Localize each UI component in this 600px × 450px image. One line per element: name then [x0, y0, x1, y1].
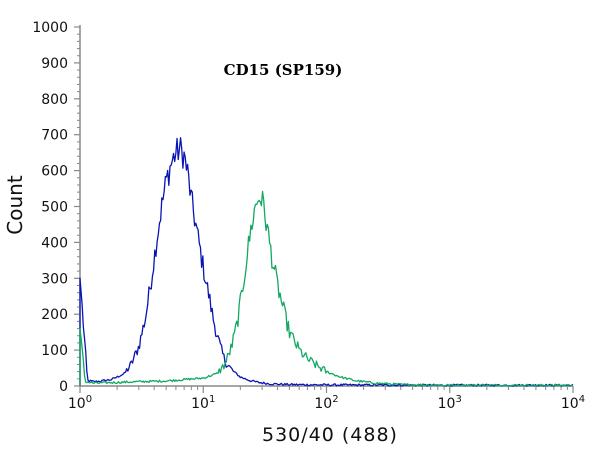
- y-axis-title: Count: [3, 175, 27, 235]
- x-tick-exponent: 0: [86, 394, 92, 405]
- x-axis-title: 530/40 (488): [262, 424, 398, 446]
- x-tick-exponent: 3: [455, 394, 461, 405]
- x-tick-exponent: 1: [209, 394, 215, 405]
- y-tick-label: 800: [41, 92, 68, 108]
- y-tick-label: 1000: [32, 20, 68, 36]
- x-tick-exponent: 2: [332, 394, 338, 405]
- y-tick-label: 200: [41, 307, 68, 323]
- x-tick-label: 100: [68, 394, 92, 412]
- x-tick-label: 101: [191, 394, 215, 412]
- series-layer: [79, 137, 574, 387]
- y-tick-label: 900: [41, 56, 68, 72]
- x-tick-label: 102: [314, 394, 338, 412]
- y-tick-label: 600: [41, 164, 68, 180]
- histogram-series-blue: [79, 137, 574, 387]
- x-tick-base: 10: [561, 396, 579, 412]
- y-tick-label: 300: [41, 271, 68, 287]
- chart-title: CD15 (SP159): [224, 61, 343, 79]
- histogram-series-green: [79, 190, 574, 387]
- y-tick-label: 500: [41, 200, 68, 216]
- x-tick-base: 10: [68, 396, 86, 412]
- x-tick-exponent: 4: [579, 394, 585, 405]
- y-tick-label: 100: [41, 343, 68, 359]
- y-tick-label: 0: [59, 379, 68, 395]
- y-tick-label: 400: [41, 235, 68, 251]
- x-tick-label: 104: [561, 394, 585, 412]
- y-ticks: 0 100 200 300 400 500 600 700 800 900 1000: [32, 20, 80, 395]
- x-tick-base: 10: [191, 396, 209, 412]
- x-tick-base: 10: [314, 396, 332, 412]
- axes: [79, 25, 573, 387]
- x-tick-base: 10: [438, 396, 456, 412]
- x-tick-label: 103: [438, 394, 462, 412]
- y-tick-label: 700: [41, 128, 68, 144]
- x-ticks: 100 101 102 103 104: [68, 386, 585, 412]
